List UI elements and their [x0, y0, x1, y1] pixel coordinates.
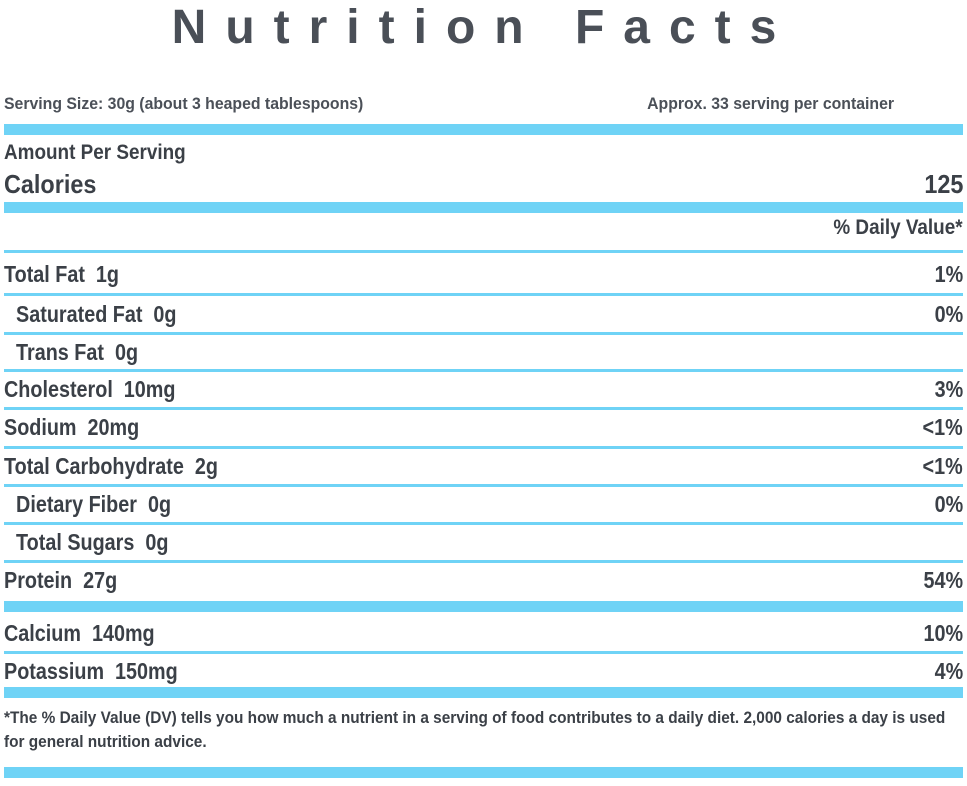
nutrient-daily-value: 1% — [934, 260, 963, 287]
daily-value-header: % Daily Value* — [833, 216, 963, 239]
nutrient-label: Trans Fat 0g — [16, 338, 139, 365]
nutrient-label: Total Carbohydrate 2g — [4, 452, 218, 479]
divider-thin — [4, 484, 963, 487]
nutrient-daily-value: 4% — [934, 657, 963, 684]
nutrient-label: Calcium 140mg — [4, 619, 155, 646]
nutrient-daily-value: 3% — [934, 375, 963, 402]
nutrient-row-saturated-fat: Saturated Fat 0g 0% — [4, 297, 963, 331]
calories-value: 125 — [923, 168, 963, 199]
nutrient-row-calcium: Calcium 140mg 10% — [4, 616, 963, 650]
nutrient-label: Potassium 150mg — [4, 657, 178, 684]
nutrient-row-trans-fat: Trans Fat 0g — [4, 335, 963, 369]
divider-thin — [4, 522, 963, 525]
amount-per-serving-label: Amount Per Serving — [4, 141, 186, 164]
divider-thick — [4, 202, 963, 213]
nutrient-row-potassium: Potassium 150mg 4% — [4, 654, 963, 688]
nutrient-row-cholesterol: Cholesterol 10mg 3% — [4, 372, 963, 406]
nutrient-row-total-carbohydrate: Total Carbohydrate 2g <1% — [4, 449, 963, 483]
nutrient-row-total-sugars: Total Sugars 0g — [4, 525, 963, 559]
nutrient-row-protein: Protein 27g 54% — [4, 563, 963, 597]
nutrient-label: Sodium 20mg — [4, 413, 140, 440]
page-title: Nutrition Facts — [171, 1, 796, 54]
nutrient-row-sodium: Sodium 20mg <1% — [4, 410, 963, 444]
divider-thick — [4, 124, 963, 135]
nutrient-daily-value: 54% — [923, 566, 963, 593]
nutrient-label: Total Sugars 0g — [16, 528, 169, 555]
divider-thin — [4, 407, 963, 410]
serving-size: Serving Size: 30g (about 3 heaped tables… — [4, 94, 364, 113]
daily-value-footnote: *The % Daily Value (DV) tells you how mu… — [4, 708, 946, 751]
nutrient-label: Protein 27g — [4, 566, 118, 593]
divider-thin — [4, 250, 963, 253]
divider-thin — [4, 560, 963, 563]
nutrient-label: Cholesterol 10mg — [4, 375, 176, 402]
servings-per-container: Approx. 33 serving per container — [647, 94, 895, 113]
calories-row: Calories 125 — [4, 168, 963, 200]
nutrient-daily-value: 10% — [923, 619, 963, 646]
nutrient-daily-value: 0% — [934, 300, 963, 327]
divider-thin — [4, 369, 963, 372]
nutrient-label: Saturated Fat 0g — [16, 300, 177, 327]
nutrient-label: Total Fat 1g — [4, 260, 120, 287]
nutrient-daily-value: <1% — [922, 452, 963, 479]
nutrient-daily-value: <1% — [922, 413, 963, 440]
calories-label: Calories — [4, 168, 97, 199]
divider-thin — [4, 446, 963, 449]
serving-info: Serving Size: 30g (about 3 heaped tables… — [4, 92, 894, 116]
divider-thick — [4, 767, 963, 778]
nutrient-daily-value: 0% — [934, 490, 963, 517]
divider-thin — [4, 651, 963, 654]
nutrient-row-total-fat: Total Fat 1g 1% — [4, 257, 963, 291]
divider-thin — [4, 332, 963, 335]
divider-thin — [4, 293, 963, 296]
nutrient-row-dietary-fiber: Dietary Fiber 0g 0% — [4, 487, 963, 521]
divider-thick — [4, 687, 963, 698]
nutrient-label: Dietary Fiber 0g — [16, 490, 172, 517]
divider-thick — [4, 601, 963, 612]
